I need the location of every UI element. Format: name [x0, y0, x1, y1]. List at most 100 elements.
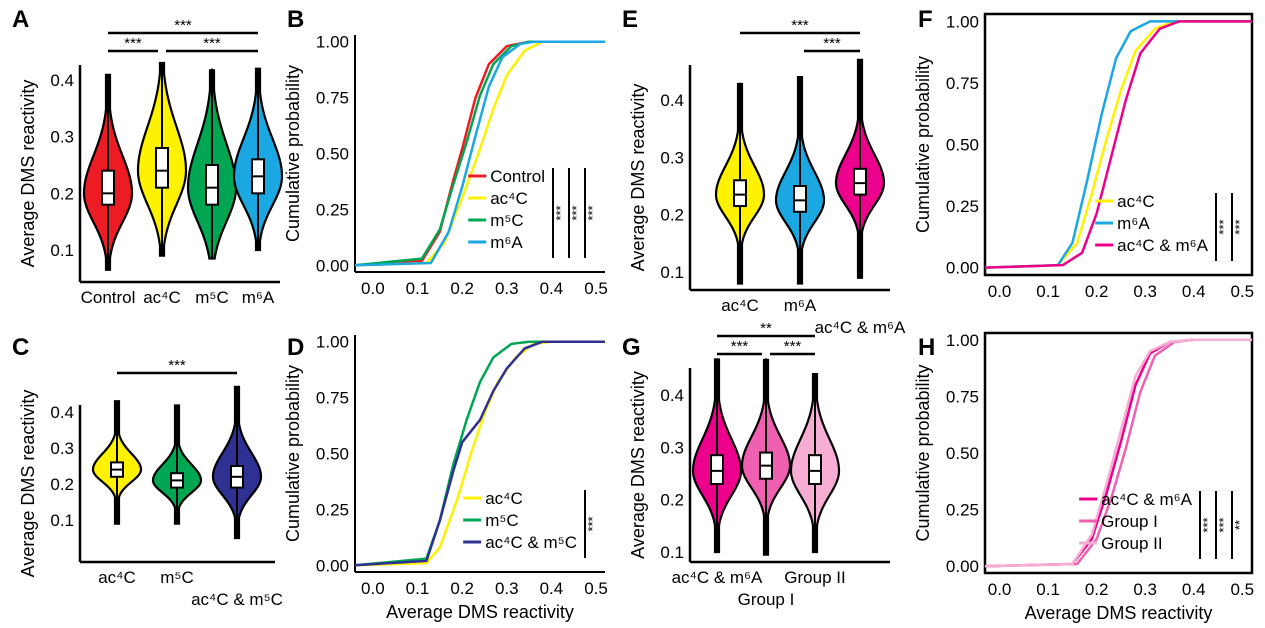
y-tick-label: 0.3 — [50, 439, 74, 458]
significance-label: *** — [1216, 219, 1231, 234]
significance-label: *** — [784, 338, 802, 355]
y-tick-label: 0.50 — [946, 444, 979, 463]
panel-label: H — [918, 334, 935, 361]
panel-G: G 0.1 0.2 0.3 0.4 Average DMS reactivity ac⁴C … — [622, 320, 890, 609]
legend-label: m⁶A — [490, 233, 523, 252]
legend-label: m⁵C — [485, 511, 519, 530]
legend-label: Control — [490, 167, 545, 186]
x-axis-label: Average DMS reactivity — [1025, 603, 1213, 623]
y-tick-label: 0.3 — [50, 128, 74, 147]
cdf-line — [354, 40, 605, 267]
y-tick-label: 0.00 — [316, 556, 349, 575]
y-tick-label: 0.4 — [660, 386, 684, 405]
box — [853, 167, 867, 196]
y-tick-label: 1.00 — [316, 333, 349, 352]
y-tick-label: 0.00 — [946, 557, 979, 576]
x-tick-label: ac⁴C & m⁶A — [815, 318, 906, 337]
y-tick-label: 0.75 — [946, 74, 979, 93]
y-tick-label: 0.00 — [946, 259, 979, 278]
y-axis-label: Cumulative probability — [283, 65, 303, 242]
y-tick-label: 0.25 — [316, 200, 349, 219]
significance-label: *** — [1200, 517, 1215, 532]
x-tick-label: ac⁴C — [143, 288, 181, 307]
y-tick-label: 0.1 — [660, 263, 684, 282]
panel-label: D — [287, 334, 304, 361]
panel-label: E — [622, 6, 638, 33]
significance-label: *** — [585, 516, 600, 531]
x-tick-label: 0.5 — [584, 579, 608, 598]
panel-label: B — [287, 6, 304, 33]
y-axis-label: Average DMS reactivity — [18, 80, 38, 268]
legend-label: Group I — [1101, 512, 1158, 531]
y-tick-label: 0.25 — [946, 197, 979, 216]
y-tick-label: 0.2 — [50, 475, 74, 494]
panel-label: C — [12, 334, 29, 361]
y-tick-label: 0.2 — [660, 206, 684, 225]
significance-label: *** — [174, 17, 192, 34]
legend-label: m⁶A — [1117, 214, 1150, 233]
x-tick-label: 0.0 — [988, 580, 1012, 599]
y-tick-label: 0.75 — [316, 89, 349, 108]
box — [101, 169, 115, 206]
x-tick-label: 0.2 — [1085, 580, 1109, 599]
x-tick-label: 0.5 — [1230, 580, 1254, 599]
y-axis-label: Cumulative probability — [913, 364, 933, 541]
x-tick-label: m⁶A — [784, 296, 817, 315]
x-tick-label: 0.2 — [450, 279, 474, 298]
y-tick-label: 1.00 — [946, 12, 979, 31]
significance-label: *** — [791, 17, 809, 34]
x-tick-label: 0.3 — [1133, 282, 1157, 301]
x-tick-label: 0.3 — [495, 579, 519, 598]
panel-C: C 0.1 0.2 0.3 0.4 Average DMS reactivity ac⁴C m… — [12, 334, 283, 609]
y-tick-label: 0.4 — [50, 71, 74, 90]
x-tick-label: 0.4 — [540, 279, 564, 298]
x-tick-label: 0.3 — [495, 279, 519, 298]
y-tick-label: 0.75 — [316, 389, 349, 408]
y-tick-label: 0.25 — [946, 501, 979, 520]
box — [733, 179, 747, 208]
cdf-line — [354, 340, 605, 567]
x-tick-label: Group II — [784, 568, 845, 587]
cdf-line — [984, 338, 1252, 568]
box — [710, 454, 724, 485]
cdf-line — [354, 40, 605, 267]
y-tick-label: 0.50 — [316, 445, 349, 464]
y-tick-label: 0.4 — [660, 91, 684, 110]
legend-label: ac⁴C & m⁵C — [485, 533, 577, 552]
panel-label: G — [622, 334, 641, 361]
legend-label: m⁵C — [490, 211, 524, 230]
y-axis-label: Average DMS reactivity — [628, 371, 648, 559]
x-tick-label: 0.1 — [406, 579, 430, 598]
panel-F: F 0.0 0.1 0.2 0.3 0.4 0.5 0.00 0.25 0.50 0.75 1.00 C… — [913, 6, 1254, 301]
x-tick-label: ac⁴C — [98, 568, 136, 587]
x-tick-label: 0.0 — [988, 282, 1012, 301]
y-tick-label: 0.50 — [316, 145, 349, 164]
box — [793, 185, 807, 213]
y-tick-label: 0.1 — [50, 241, 74, 260]
significance-label: *** — [823, 35, 841, 52]
panel-A: A 0.1 0.2 0.3 0.4 Average DMS reactivity Contr… — [12, 6, 284, 307]
y-tick-label: 0.1 — [660, 543, 684, 562]
y-tick-label: 0.2 — [50, 184, 74, 203]
x-tick-label: ac⁴C — [721, 296, 759, 315]
y-tick-label: 0.50 — [946, 136, 979, 155]
x-tick-label: Group I — [738, 590, 795, 609]
x-tick-label: 0.1 — [1036, 580, 1060, 599]
y-tick-label: 0.2 — [660, 491, 684, 510]
box — [808, 454, 822, 485]
significance-label: *** — [731, 338, 749, 355]
cdf-line — [354, 40, 605, 267]
cdf-line — [354, 340, 605, 567]
y-tick-label: 0.00 — [316, 256, 349, 275]
y-tick-label: 1.00 — [946, 331, 979, 350]
x-tick-label: m⁵C — [195, 288, 229, 307]
legend-label: ac⁴C & m⁶A — [1101, 490, 1192, 509]
x-tick-label: 0.1 — [406, 279, 430, 298]
x-tick-label: ac⁴C & m⁶A — [672, 568, 763, 587]
x-tick-label: 0.3 — [1133, 580, 1157, 599]
y-tick-label: 1.00 — [316, 33, 349, 52]
y-tick-label: 0.25 — [316, 500, 349, 519]
panel-H: H 0.0 0.1 0.2 0.3 0.4 0.5 0.00 0.25 0.50 0.75 1.00 A… — [913, 331, 1254, 623]
panel-D: D 0.0 0.1 0.2 0.3 0.4 0.5 0.00 0.25 0.50 0.75 1.00 A… — [283, 333, 608, 622]
